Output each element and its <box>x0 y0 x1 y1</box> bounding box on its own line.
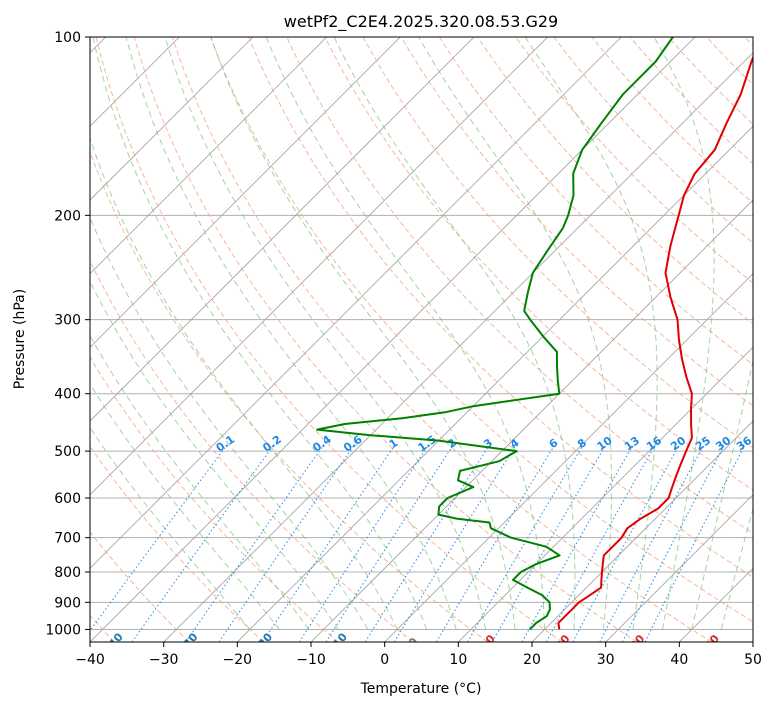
y-tick-label: 400 <box>54 387 81 403</box>
dry-adiabat-label: -20 <box>253 630 276 654</box>
y-tick-label: 800 <box>54 565 81 581</box>
y-tick-label: 1000 <box>45 622 81 638</box>
moist-adiabat-line <box>164 37 487 630</box>
dry-adiabat-label: -30 <box>178 630 201 654</box>
dry-adiabat-line <box>515 37 753 284</box>
isotherm-line <box>90 37 548 496</box>
moist-adiabat-line <box>90 382 280 630</box>
x-tick-label: 0 <box>380 652 389 668</box>
mixing-ratio-line <box>325 445 454 642</box>
x-axis-label: Temperature (°C) <box>360 681 482 697</box>
mixing-ratio-line <box>298 445 429 642</box>
mixing-ratio-line <box>393 445 516 642</box>
x-tick-label: 10 <box>449 652 467 668</box>
moist-adiabat-line <box>90 334 310 630</box>
moist-adiabat-line <box>653 37 715 630</box>
dry-adiabat-label: 10 <box>478 632 498 652</box>
isotherm-line <box>237 125 753 642</box>
moist-adiabat-line <box>90 216 369 630</box>
isotherm-line <box>90 37 401 348</box>
temperature-line <box>557 55 753 630</box>
y-tick-label: 700 <box>54 531 81 547</box>
y-tick-label: 100 <box>54 30 81 46</box>
y-axis-label: Pressure (hPa) <box>12 289 28 389</box>
moist-adiabat-line <box>210 37 516 630</box>
moist-adiabat-line <box>92 37 428 630</box>
mixing-ratio-line <box>644 445 746 642</box>
isotherm-line <box>90 37 622 569</box>
moist-adiabat-line <box>90 136 398 630</box>
mixing-ratio-line <box>521 445 633 642</box>
mixing-ratio-line <box>262 445 395 642</box>
x-tick-label: 30 <box>597 652 615 668</box>
mixing-ratio-line <box>467 445 584 642</box>
isotherm-line <box>90 37 327 275</box>
y-tick-label: 900 <box>54 595 81 611</box>
x-tick-label: 50 <box>744 652 762 668</box>
dry-adiabat-line <box>171 37 712 642</box>
isotherm-line <box>531 420 753 642</box>
isotherm-line <box>90 37 475 422</box>
mixing-ratio-line <box>621 445 725 642</box>
y-tick-label: 500 <box>54 444 81 460</box>
dewpoint-line <box>316 37 674 631</box>
mixing-ratio-line <box>185 445 324 642</box>
dry-adiabat-label: -40 <box>103 630 126 654</box>
moist-adiabat-line <box>125 37 457 630</box>
background-lines <box>90 37 753 642</box>
dry-adiabat-label: 20 <box>553 632 573 652</box>
moist-adiabat-line <box>720 506 753 630</box>
dry-adiabat-label: 0 <box>406 635 421 649</box>
y-tick-label: 600 <box>54 491 81 507</box>
axes: −40 −30 −20 −10 0 10 20 30 40 5010020030040050060… <box>45 30 762 668</box>
x-tick-label: 40 <box>670 652 688 668</box>
dry-adiabat-line <box>400 37 753 407</box>
dry-adiabat-line <box>90 531 190 642</box>
isotherm-line <box>458 346 753 642</box>
x-tick-label: −30 <box>149 652 179 668</box>
y-tick-label: 200 <box>54 208 81 224</box>
dry-adiabat-line <box>248 37 753 578</box>
x-tick-label: −20 <box>223 652 253 668</box>
y-tick-label: 300 <box>54 313 81 329</box>
chart-title: wetPf2_C2E4.2025.320.08.53.G29 <box>284 12 558 32</box>
dry-adiabat-label: 30 <box>627 632 647 652</box>
mixing-ratio-label: 36 <box>734 434 754 454</box>
dry-adiabat-line <box>324 37 753 491</box>
isotherm-line <box>90 37 254 201</box>
x-tick-label: 20 <box>523 652 541 668</box>
moist-adiabat-line <box>90 426 251 630</box>
moist-adiabat-line <box>90 280 339 630</box>
profile-series <box>316 37 753 631</box>
isotherm-line <box>384 273 753 642</box>
isotherm-line <box>163 52 753 642</box>
moist-adiabat-line <box>265 37 546 630</box>
isotherm-line <box>90 37 696 642</box>
dry-adiabat-line <box>477 37 753 325</box>
dry-adiabat-line <box>286 37 753 534</box>
isotherm-line <box>605 494 753 642</box>
moist-adiabat-line <box>691 358 753 630</box>
mixing-ratio-line <box>545 445 656 642</box>
plot-frame <box>89 36 754 643</box>
dry-adiabat-label: 40 <box>702 632 722 652</box>
mixing-ratio-line <box>435 445 555 642</box>
mixing-ratio-line <box>131 445 274 642</box>
mixing-ratio-line <box>218 445 355 642</box>
mixing-ratio-line <box>364 445 490 642</box>
moist-adiabat-line <box>524 37 658 630</box>
x-tick-label: −40 <box>75 652 105 668</box>
dry-adiabat-label: -10 <box>327 630 350 654</box>
moist-adiabat-line <box>418 37 613 630</box>
x-tick-label: −10 <box>296 652 326 668</box>
dry-adiabat-line <box>90 259 414 642</box>
